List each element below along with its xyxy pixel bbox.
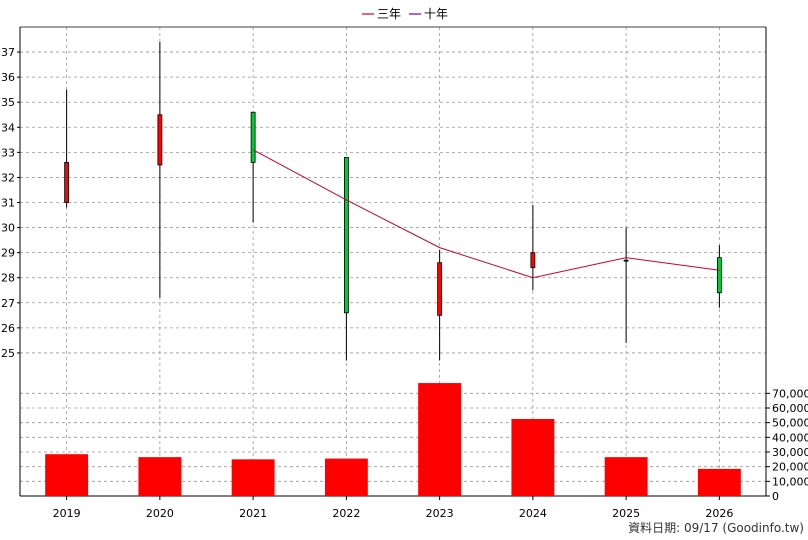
price-tick-label: 26	[1, 322, 15, 335]
moving-average-lines	[252, 149, 720, 279]
x-tick-label: 2026	[705, 507, 733, 520]
candle-body	[64, 161, 70, 203]
volume-tick-label: 30,000	[772, 446, 808, 459]
chart-legend: 三年 十年	[362, 7, 448, 21]
legend-label-ma10: 十年	[424, 7, 448, 21]
data-source-credit: 資料日期: 09/17 (Goodinfo.tw)	[628, 521, 804, 535]
legend-label-ma3: 三年	[377, 7, 401, 21]
price-candles	[64, 42, 722, 361]
price-tick-label: 34	[1, 121, 15, 134]
volume-tick-label: 60,000	[772, 402, 808, 415]
x-tick-label: 2021	[239, 507, 267, 520]
candle-body	[343, 156, 349, 314]
x-tick-label: 2023	[426, 507, 454, 520]
price-tick-label: 29	[1, 247, 15, 260]
volume-tick-label: 20,000	[772, 461, 808, 474]
x-tick-label: 2020	[146, 507, 174, 520]
price-tick-label: 37	[1, 46, 15, 59]
candle-body	[250, 111, 256, 163]
candle-body	[530, 252, 536, 269]
price-tick-label: 30	[1, 222, 15, 235]
volume-tick-label: 70,000	[772, 387, 808, 400]
volume-bar	[324, 458, 368, 496]
x-tick-label: 2019	[53, 507, 81, 520]
x-tick-label: 2025	[612, 507, 640, 520]
price-tick-label: 28	[1, 272, 15, 285]
volume-bars	[45, 383, 741, 496]
price-tick-label: 33	[1, 146, 15, 159]
candle-body	[716, 257, 722, 294]
candle-body	[437, 262, 443, 316]
price-tick-label: 32	[1, 171, 15, 184]
price-tick-label: 25	[1, 347, 15, 360]
volume-bar	[231, 459, 275, 496]
volume-bar	[45, 454, 89, 496]
volume-bar	[418, 383, 462, 496]
volume-bar	[697, 468, 741, 496]
chart-gridlines	[20, 27, 766, 497]
volume-tick-label: 40,000	[772, 431, 808, 444]
x-tick-label: 2022	[332, 507, 360, 520]
price-tick-label: 36	[1, 71, 15, 84]
x-tick-label: 2024	[519, 507, 547, 520]
candle-body	[157, 114, 163, 166]
volume-bar	[604, 457, 648, 496]
volume-tick-label: 10,000	[772, 475, 808, 488]
price-tick-label: 31	[1, 197, 15, 210]
price-tick-label: 27	[1, 297, 15, 310]
volume-tick-label: 0	[772, 490, 779, 503]
candle-body	[623, 259, 629, 262]
ma-line	[252, 149, 720, 279]
price-tick-label: 35	[1, 96, 15, 109]
volume-bar	[511, 419, 555, 496]
chart-axes	[17, 26, 770, 500]
volume-tick-label: 50,000	[772, 417, 808, 430]
volume-bar	[138, 457, 182, 496]
